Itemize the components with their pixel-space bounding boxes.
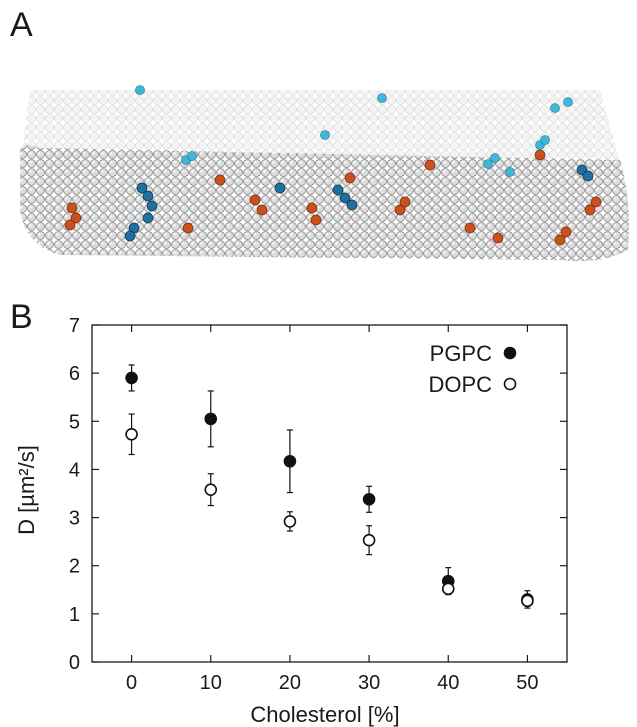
pgpc-headgroup-bead [320,130,330,140]
cholesterol-bead [344,172,356,184]
cholesterol-bead [554,234,566,246]
cholesterol-bead [492,232,504,244]
pgpc-headgroup-bead [540,135,550,145]
pgpc-headgroup-bead [135,85,145,95]
pgpc-bead [142,212,154,224]
data-point [125,371,138,385]
x-tick-label: 50 [516,672,538,694]
data-point [204,412,218,426]
plot-border [91,324,568,663]
cholesterol-bead [64,219,76,231]
y-axis-label: D [µm²/s] [14,445,39,535]
pgpc-headgroup-bead [550,103,560,113]
cholesterol-bead [534,149,546,161]
cholesterol-bead [560,226,572,238]
cholesterol-bead [394,204,406,216]
cholesterol-bead [464,222,476,234]
data-point [283,515,297,528]
panel-label-b: B [10,298,33,336]
x-tick-label: 40 [437,672,459,694]
x-tick-label: 0 [126,672,137,694]
cholesterol-bead [310,214,322,226]
legend-label: DOPC [428,372,492,397]
x-axis-label: Cholesterol [%] [250,702,399,727]
y-tick-label: 2 [69,556,80,578]
pgpc-bead [339,192,351,204]
panel-label-a: A [10,6,33,44]
cholesterol-bead [70,212,82,224]
data-point [283,454,297,468]
plot-frame [91,324,568,663]
y-tick-label: 1 [69,604,80,626]
pgpc-bead [582,170,594,182]
series-layer [125,364,534,609]
pgpc-bead [136,182,148,194]
membrane-highlights [64,85,602,246]
y-tick-label: 5 [69,411,80,433]
cholesterol-bead [182,222,194,234]
x-tick-label: 20 [279,672,301,694]
cholesterol-bead [399,196,411,208]
cholesterol-bead [424,159,436,171]
cholesterol-bead [214,174,226,186]
legend-marker [503,377,517,391]
data-point [441,582,455,596]
pgpc-bead [332,184,344,196]
pgpc-bead [146,200,158,212]
x-tick-label: 10 [200,672,222,694]
cholesterol-bead [584,204,596,216]
cholesterol-bead [256,204,268,216]
data-point [204,483,218,496]
pgpc-headgroup-bead [377,93,387,103]
membrane-top-face [20,90,622,170]
membrane-side-face [19,145,630,262]
pgpc-bead [346,199,358,211]
y-tick-label: 7 [69,315,80,337]
series-pgpc [125,364,534,609]
x-tick-label: 30 [358,672,380,694]
pgpc-headgroup-bead [563,97,573,107]
data-point [362,492,376,506]
y-tick-label: 6 [69,363,80,385]
pgpc-headgroup-bead [187,151,197,161]
legend-label: PGPC [430,341,492,366]
data-point [362,533,376,547]
y-tick-label: 3 [69,508,80,530]
y-tick-label: 4 [69,459,80,481]
y-tick-label: 0 [69,652,80,674]
pgpc-headgroup-bead [483,159,493,169]
cholesterol-bead [66,202,78,214]
cholesterol-bead [590,196,602,208]
data-point [521,594,534,608]
legend: PGPC DOPC [428,341,517,397]
diffusion-chart: 0 10 20 30 40 50 0 1 2 3 4 5 6 7 PGPC DOPC Cholesterol… [14,315,568,727]
pgpc-bead [142,190,154,202]
data-point [125,427,138,441]
pgpc-headgroup-bead [505,167,515,177]
cholesterol-bead [306,202,318,214]
pgpc-bead [124,230,136,242]
cholesterol-bead [249,194,261,206]
axes: 0 10 20 30 40 50 0 1 2 3 4 5 6 7 [69,315,567,694]
legend-marker [503,346,517,360]
membrane-simulation-image [19,85,630,262]
series-dopc [125,413,534,608]
pgpc-bead [274,182,286,194]
pgpc-headgroup-bead [490,153,500,163]
